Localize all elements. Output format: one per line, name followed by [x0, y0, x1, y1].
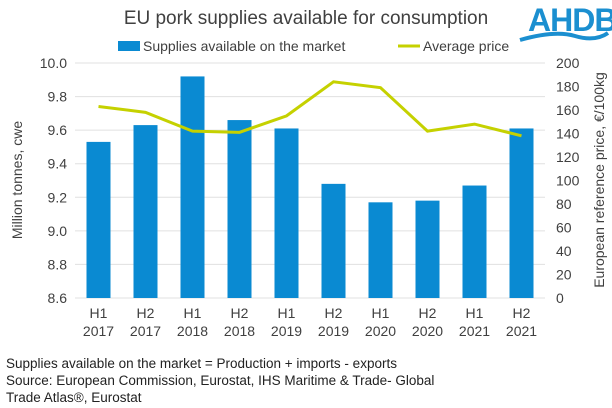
y-tick-label: 10.0	[40, 55, 67, 71]
y-tick-label: 9.4	[48, 156, 68, 172]
bar	[321, 183, 346, 298]
bar	[368, 202, 393, 298]
y2-axis-label: European reference price, €/100kg	[591, 72, 607, 288]
price-line	[98, 80, 522, 138]
y-tick-label: 8.6	[48, 290, 68, 306]
x-tick-label: 2019	[318, 323, 349, 339]
y2-tick-label: 180	[556, 79, 580, 95]
ahdb-logo: AHDB	[528, 2, 612, 38]
x-tick-label: H2	[513, 305, 531, 321]
footnote: Supplies available on the market = Produ…	[6, 356, 397, 371]
y2-tick-label: 60	[556, 220, 572, 236]
x-tick-label: 2020	[412, 323, 443, 339]
bar	[274, 128, 299, 298]
chart-title: EU pork supplies available for consumpti…	[123, 8, 489, 29]
bar	[133, 125, 158, 298]
bar	[509, 128, 534, 298]
x-tick-label: 2018	[177, 323, 208, 339]
y2-tick-label: 100	[556, 173, 580, 189]
y2-tick-label: 80	[556, 196, 572, 212]
x-tick-label: 2017	[83, 323, 114, 339]
bar	[462, 185, 487, 298]
x-tick-label: H1	[372, 305, 390, 321]
y-tick-label: 9.0	[48, 223, 68, 239]
y-tick-label: 9.2	[48, 189, 68, 205]
bar	[227, 120, 252, 298]
y2-tick-label: 40	[556, 243, 572, 259]
y-tick-label: 8.8	[48, 256, 68, 272]
x-tick-label: H1	[90, 305, 108, 321]
x-tick-label: H2	[137, 305, 155, 321]
x-tick-label: 2018	[224, 323, 255, 339]
legend-bar-label: Supplies available on the market	[143, 38, 345, 54]
y2-tick-label: 120	[556, 149, 580, 165]
source-line-2: Trade Atlas®, Eurostat	[6, 390, 142, 405]
x-tick-label: 2021	[506, 323, 537, 339]
x-tick-label: H1	[466, 305, 484, 321]
x-tick-label: 2021	[459, 323, 490, 339]
y2-tick-label: 0	[556, 290, 564, 306]
x-tick-label: H2	[325, 305, 343, 321]
y2-tick-label: 140	[556, 126, 580, 142]
y-tick-label: 9.8	[48, 89, 68, 105]
legend-bar-swatch	[118, 41, 140, 51]
bar	[415, 200, 440, 298]
x-tick-label: H2	[231, 305, 249, 321]
x-tick-label: 2020	[365, 323, 396, 339]
x-tick-label: H1	[184, 305, 202, 321]
x-tick-label: H2	[419, 305, 437, 321]
x-tick-label: 2019	[271, 323, 302, 339]
x-tick-label: 2017	[130, 323, 161, 339]
bar	[86, 141, 111, 298]
source-line-1: Source: European Commission, Eurostat, I…	[6, 373, 435, 388]
y-tick-label: 9.6	[48, 122, 68, 138]
y2-tick-label: 160	[556, 102, 580, 118]
bar	[180, 76, 205, 298]
logo-wave	[519, 31, 610, 42]
y2-tick-label: 20	[556, 267, 572, 283]
x-tick-label: H1	[278, 305, 296, 321]
legend-line-label: Average price	[423, 38, 509, 54]
y2-tick-label: 200	[556, 55, 580, 71]
y-axis-label: Million tonnes, cwe	[9, 121, 25, 239]
